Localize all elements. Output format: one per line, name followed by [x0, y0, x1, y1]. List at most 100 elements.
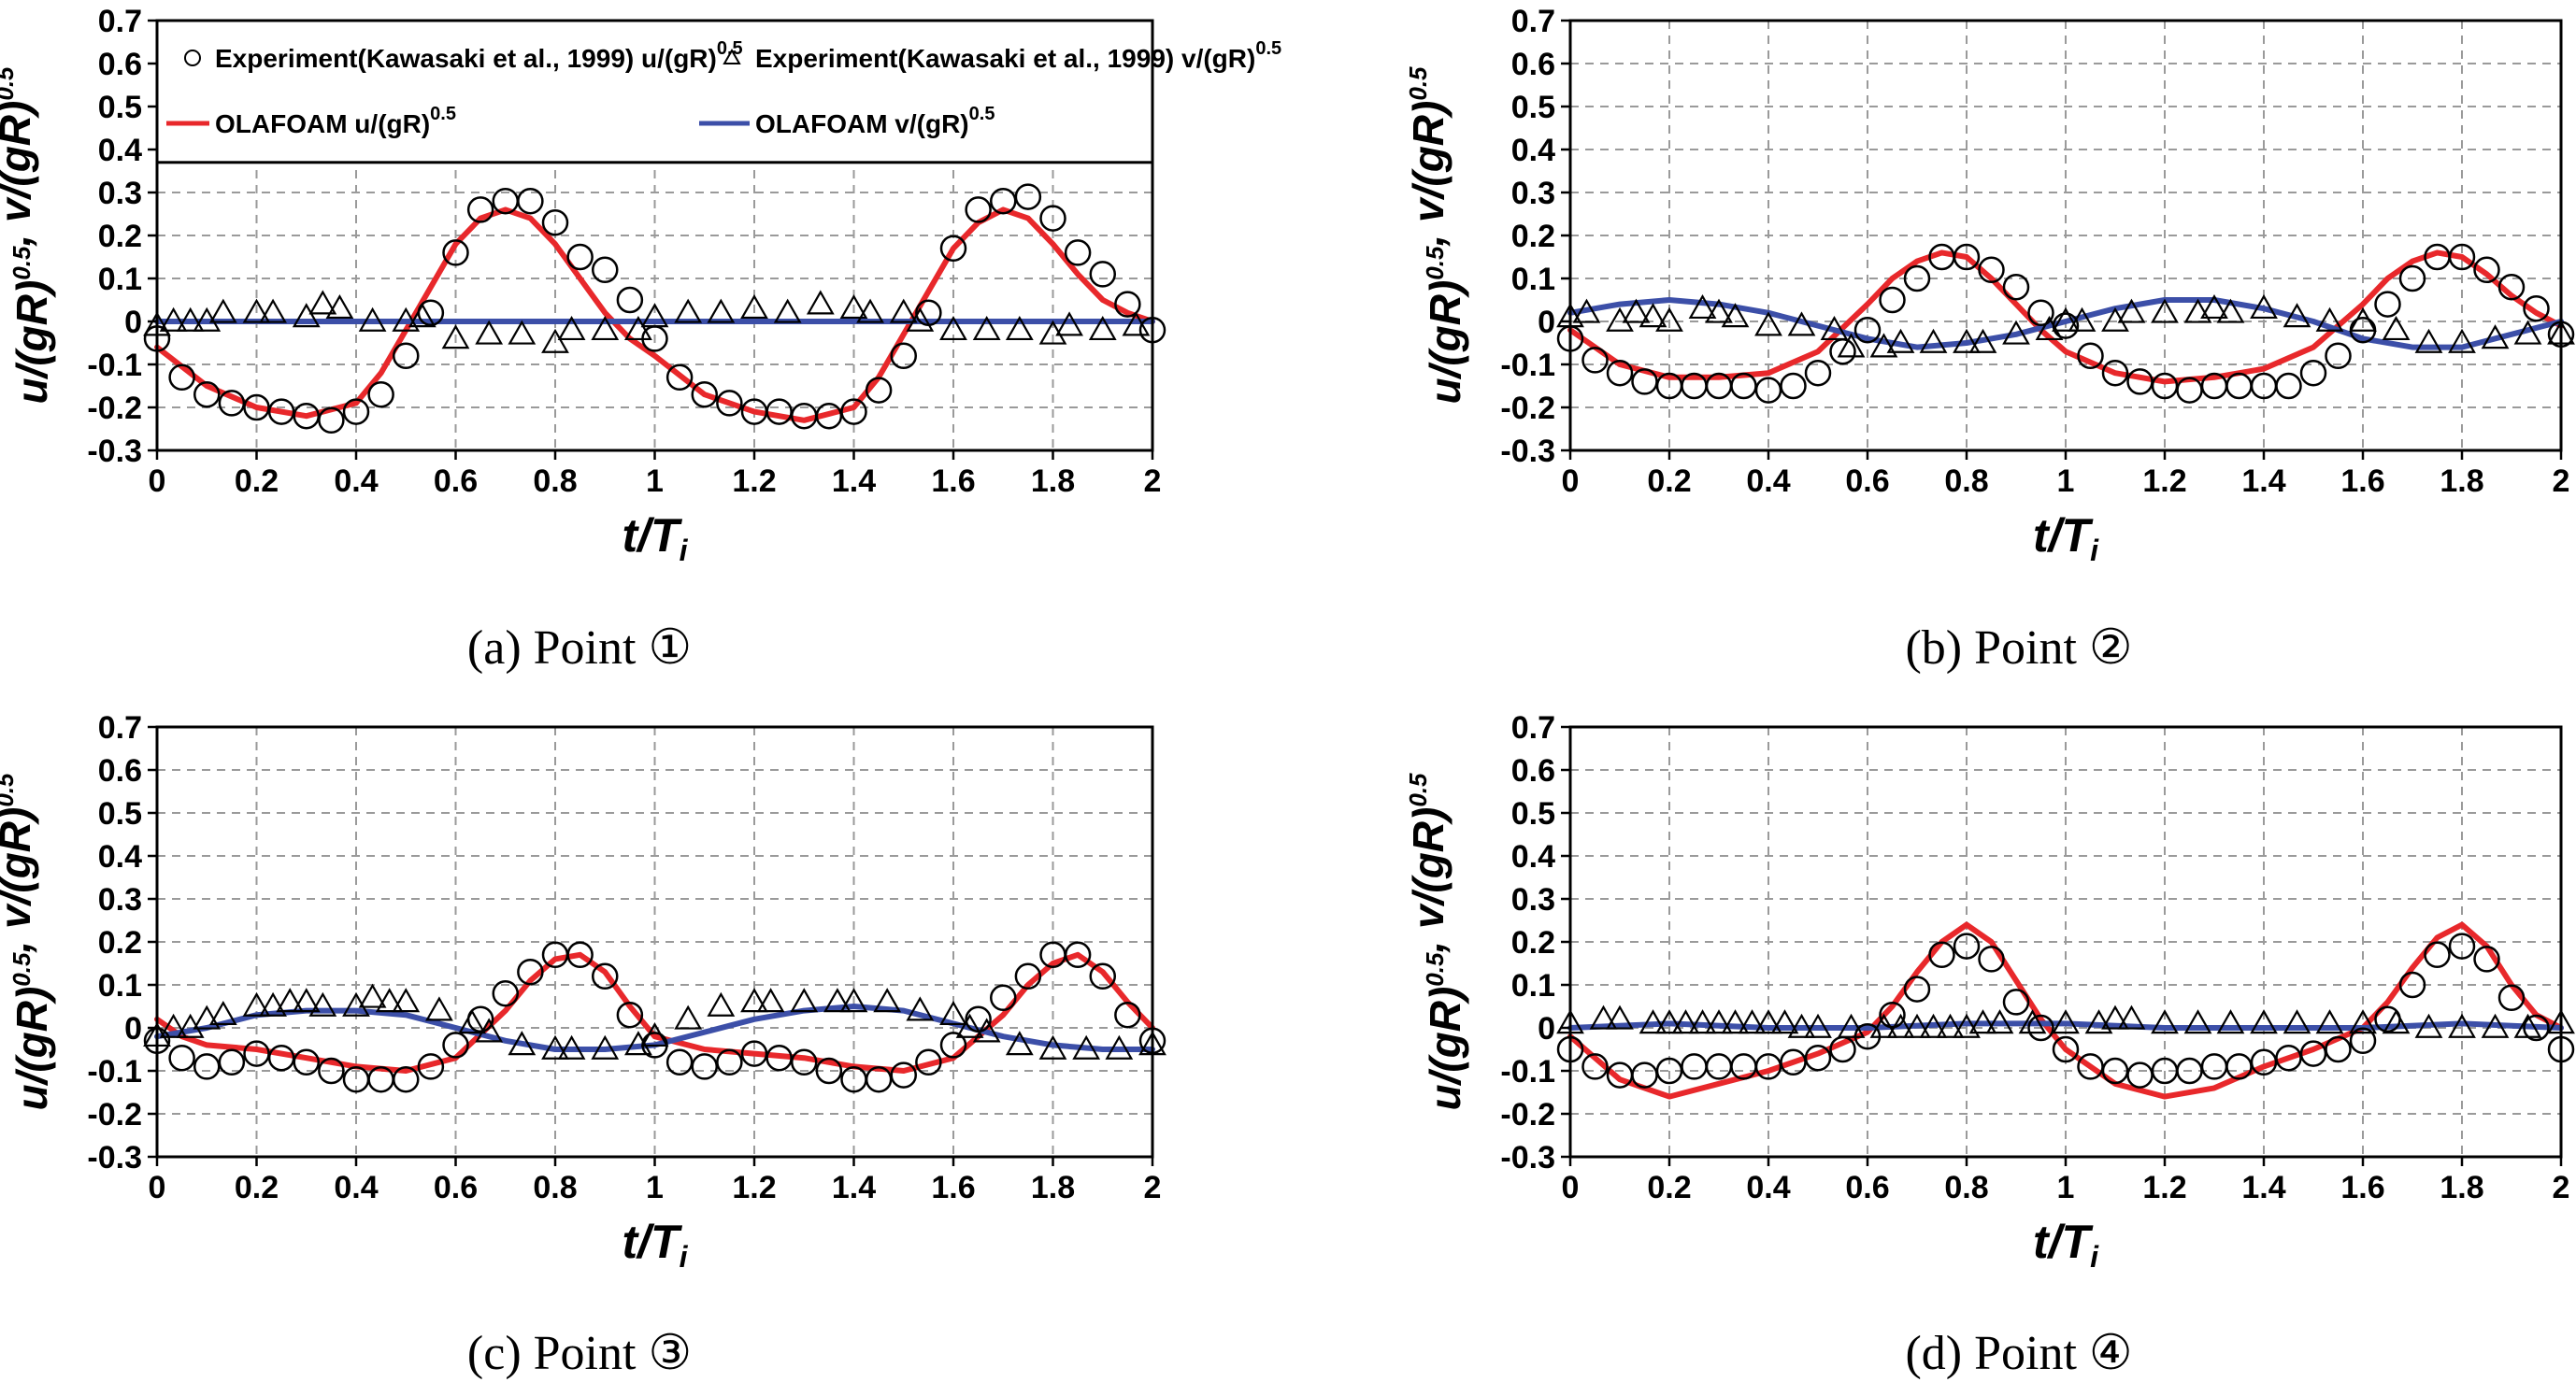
data-point-experiment-v	[325, 293, 354, 320]
data-point-experiment-u	[2176, 377, 2203, 404]
series-line-olafoam-u	[1567, 921, 2564, 1100]
data-point-experiment-v	[308, 290, 337, 315]
data-point-experiment-v	[1072, 1034, 1101, 1060]
x-tick-label: 0.6	[434, 1170, 478, 1205]
data-point-experiment-u	[2077, 1053, 2104, 1080]
data-point-experiment-u	[2398, 264, 2426, 292]
data-point-experiment-v	[1655, 306, 1683, 332]
y-tick-label: 0.5	[98, 796, 142, 832]
data-point-experiment-v	[2349, 1009, 2377, 1034]
data-point-experiment-v	[1655, 1009, 1683, 1034]
data-point-experiment-v	[756, 988, 785, 1013]
data-point-experiment-u	[2077, 342, 2104, 370]
data-point-experiment-v	[1639, 303, 1667, 328]
y-tick-label: 0.7	[1511, 4, 1555, 39]
data-point-experiment-v	[2414, 328, 2443, 353]
y-tick-label: 0.4	[1511, 839, 1555, 875]
data-point-experiment-v	[591, 315, 620, 341]
data-point-experiment-u	[243, 1040, 270, 1067]
y-tick-label: -0.1	[87, 1054, 142, 1090]
data-point-experiment-v	[2481, 1013, 2510, 1038]
x-tick-label: 1.2	[732, 463, 776, 499]
x-tick-label: 0.4	[334, 1170, 378, 1205]
y-tick-label: 0	[124, 1011, 142, 1047]
x-tick-label: 0.6	[1845, 1170, 1889, 1205]
data-point-experiment-u	[2126, 1061, 2154, 1089]
data-point-experiment-v	[2151, 1009, 2179, 1034]
legend-label: Experiment(Kawasaki et al., 1999) v/(gR)…	[755, 38, 1281, 73]
x-tick-label: 0	[1562, 463, 1580, 499]
data-point-experiment-v	[674, 1004, 703, 1030]
data-point-experiment-v	[2315, 306, 2344, 332]
x-tick-label: 1.6	[2340, 463, 2384, 499]
data-point-experiment-v	[1754, 311, 1782, 336]
data-point-experiment-v	[1869, 1013, 1898, 1038]
y-tick-label: 0.2	[98, 219, 142, 254]
data-point-experiment-v	[2117, 1004, 2146, 1030]
data-point-experiment-v	[2250, 1009, 2278, 1034]
data-point-experiment-u	[293, 402, 320, 430]
data-point-experiment-v	[773, 298, 802, 323]
data-point-experiment-u	[517, 958, 544, 986]
data-point-experiment-u	[1064, 941, 1092, 969]
data-point-experiment-v	[2448, 1013, 2476, 1038]
panel-caption: (b) Point ②	[1905, 621, 2132, 675]
data-point-experiment-u	[2448, 243, 2476, 271]
data-point-experiment-v	[1837, 333, 1866, 358]
y-axis-title: u/(gR)0.5, v/(gR)0.5	[1404, 66, 1469, 405]
x-tick-label: 1.4	[832, 463, 876, 499]
data-point-experiment-v	[1105, 1034, 1134, 1060]
data-point-experiment-v	[806, 290, 835, 315]
data-point-experiment-v	[674, 298, 703, 323]
data-point-experiment-u	[890, 1061, 917, 1089]
data-point-experiment-u	[840, 398, 867, 425]
data-point-experiment-v	[1738, 1009, 1767, 1034]
data-point-experiment-u	[915, 1048, 942, 1076]
data-point-experiment-u	[766, 398, 793, 425]
x-tick-label: 1	[646, 1170, 664, 1205]
x-tick-label: 1.6	[2340, 1170, 2384, 1205]
data-point-experiment-u	[1730, 372, 1757, 400]
x-tick-label: 0	[149, 463, 166, 499]
data-point-experiment-v	[1606, 1004, 1634, 1030]
data-point-experiment-v	[2117, 298, 2146, 323]
data-point-experiment-v	[1968, 1009, 1997, 1034]
y-axis-title: u/(gR)0.5, v/(gR)0.5	[0, 66, 56, 405]
y-tick-label: 0.2	[1511, 925, 1555, 961]
data-point-experiment-v	[1088, 315, 1117, 341]
data-point-experiment-u	[442, 1032, 469, 1059]
data-point-experiment-v	[1688, 1009, 1717, 1034]
x-tick-label: 1.4	[2241, 463, 2285, 499]
x-tick-label: 1.8	[2440, 463, 2483, 499]
data-point-experiment-v	[2315, 1009, 2344, 1034]
data-point-experiment-u	[1780, 1048, 1807, 1076]
data-point-experiment-v	[1804, 1013, 1832, 1038]
x-tick-label: 1.8	[2440, 1170, 2483, 1205]
data-point-experiment-u	[2448, 933, 2476, 960]
data-point-experiment-v	[640, 1021, 669, 1047]
y-tick-label: 0.3	[98, 176, 142, 211]
x-tick-label: 1.2	[732, 1170, 776, 1205]
chart-panel-4: 0 0.2 0.4 0.6 0.8 1 1.2 1.4 1.6 1.8 2 -0.3 -0.2 -0.1 0…	[1404, 710, 2575, 1380]
data-point-experiment-u	[2325, 342, 2352, 370]
data-point-experiment-v	[159, 306, 188, 332]
data-point-experiment-u	[1631, 368, 1658, 395]
data-point-experiment-u	[318, 406, 345, 435]
data-point-experiment-u	[2299, 1040, 2327, 1067]
data-point-experiment-v	[1721, 303, 1750, 328]
x-tick-label: 0.4	[334, 463, 378, 499]
data-point-experiment-v	[2513, 1013, 2542, 1038]
data-point-experiment-v	[242, 298, 271, 323]
data-point-experiment-v	[2513, 320, 2542, 345]
legend-label: OLAFOAM v/(gR)0.5	[755, 104, 995, 138]
data-point-experiment-u	[1089, 261, 1116, 288]
data-point-experiment-u	[393, 342, 420, 370]
data-point-experiment-u	[342, 398, 370, 425]
data-point-experiment-v	[873, 988, 902, 1013]
data-point-experiment-v	[2183, 298, 2212, 323]
y-tick-label: 0.6	[98, 47, 142, 82]
data-point-experiment-v	[358, 983, 387, 1008]
data-point-experiment-u	[1978, 256, 2005, 284]
data-point-experiment-u	[791, 1048, 818, 1076]
data-point-experiment-u	[1114, 1001, 1141, 1029]
